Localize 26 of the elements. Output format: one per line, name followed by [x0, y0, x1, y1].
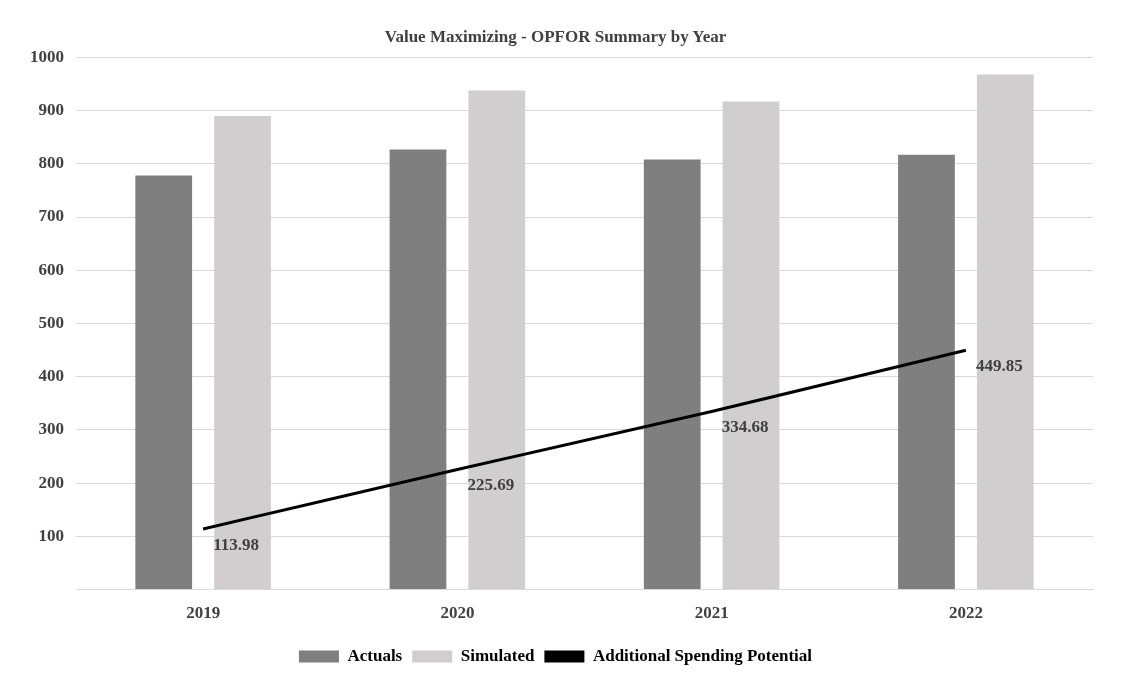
y-tick-label: 500 [38, 312, 64, 332]
data-label: 225.69 [467, 475, 515, 495]
y-tick-label: 1000 [30, 46, 64, 66]
x-tick-label: 2020 [440, 603, 475, 623]
x-tick-label: 2019 [186, 603, 221, 623]
bar [135, 175, 193, 590]
y-tick-label: 200 [38, 472, 64, 492]
bar [898, 154, 955, 590]
chart-title: Value Maximizing - OPFOR Summary by Year [384, 26, 727, 46]
data-label: 113.98 [213, 534, 259, 554]
legend-label: Simulated [460, 645, 535, 665]
x-tick-label: 2021 [694, 603, 729, 623]
data-label: 449.85 [975, 356, 1023, 376]
data-label: 334.68 [721, 417, 769, 437]
bar [389, 149, 447, 590]
y-tick-label: 700 [38, 206, 64, 226]
y-tick-label: 300 [38, 419, 64, 439]
bar [643, 159, 701, 590]
legend-label: Actuals [347, 645, 403, 665]
y-tick-label: 100 [38, 525, 64, 545]
x-tick-label: 2022 [948, 603, 983, 623]
y-tick-label: 600 [38, 259, 64, 279]
y-tick-label: 800 [38, 153, 64, 173]
legend-label: Additional Spending Potential [592, 645, 813, 665]
y-tick-label: 400 [38, 366, 64, 386]
y-tick-label: 900 [38, 100, 64, 120]
